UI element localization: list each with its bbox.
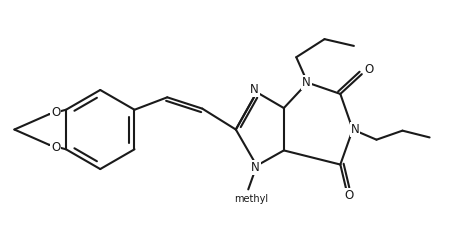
Text: N: N: [251, 162, 260, 174]
Text: O: O: [51, 140, 61, 153]
Text: O: O: [51, 106, 61, 118]
Text: methyl: methyl: [234, 194, 268, 204]
Text: N: N: [302, 76, 311, 88]
Text: O: O: [345, 189, 354, 202]
Text: O: O: [364, 63, 373, 76]
Text: N: N: [250, 84, 259, 96]
Text: N: N: [350, 123, 359, 136]
